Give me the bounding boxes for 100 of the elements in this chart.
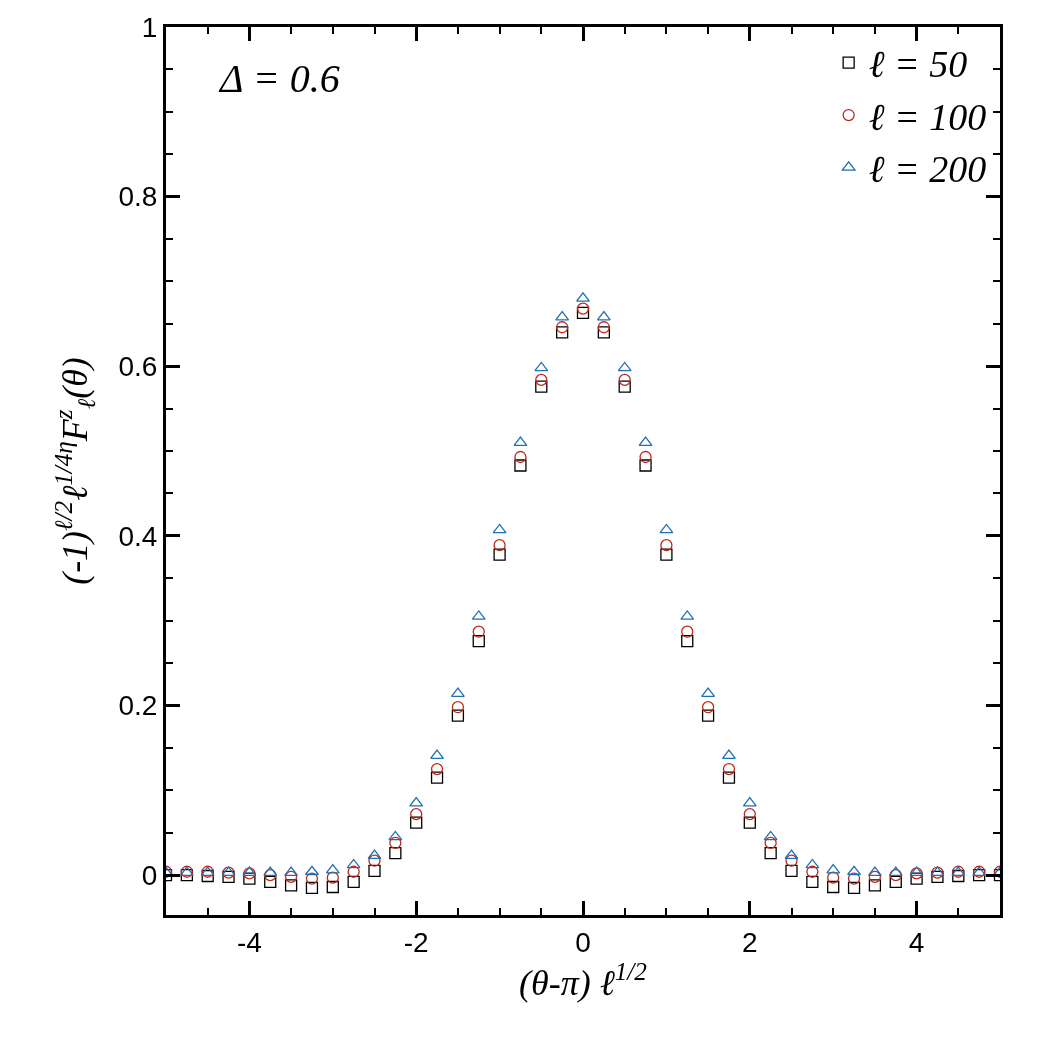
point <box>410 816 423 829</box>
point <box>660 548 673 561</box>
y-tick-label: 0.8 <box>118 181 158 213</box>
y-tick-label: 0.6 <box>118 351 158 383</box>
point <box>346 858 361 869</box>
point <box>764 846 777 860</box>
point <box>367 849 382 860</box>
point <box>639 450 652 464</box>
point <box>264 868 277 882</box>
legend-label: ℓ = 200 <box>868 148 987 191</box>
point <box>180 868 193 882</box>
x-axis-title: (θ-π) ℓ$^{1/2}$ <box>519 957 648 1003</box>
y-tick-label: 0.2 <box>118 690 158 722</box>
point <box>742 796 757 807</box>
point <box>535 380 548 393</box>
point <box>243 872 256 885</box>
point <box>326 871 339 884</box>
y-tick-label: 1 <box>141 11 158 43</box>
point <box>743 816 756 829</box>
legend-label: ℓ = 100 <box>868 95 987 138</box>
point <box>514 450 527 464</box>
point <box>284 879 298 892</box>
point <box>701 687 716 698</box>
point <box>596 310 611 321</box>
point <box>722 771 736 784</box>
point <box>368 864 381 878</box>
point <box>847 865 862 876</box>
point <box>326 880 339 894</box>
point <box>514 459 527 472</box>
point <box>389 846 402 860</box>
point <box>347 865 360 878</box>
point <box>806 865 819 878</box>
x-tick-label: 2 <box>742 926 758 958</box>
point <box>451 709 465 722</box>
point <box>701 701 715 714</box>
point <box>492 523 507 534</box>
point <box>430 762 444 776</box>
point <box>347 875 360 889</box>
x-tick-label: 4 <box>908 926 925 958</box>
point <box>597 321 610 334</box>
x-tick-label: -2 <box>403 926 429 958</box>
point <box>910 867 923 880</box>
y-tick-label: 0 <box>141 859 158 891</box>
point <box>847 881 861 895</box>
point <box>556 321 569 334</box>
point <box>576 292 590 302</box>
x-tick-label: -4 <box>236 926 262 958</box>
point <box>472 625 485 638</box>
point <box>450 687 465 698</box>
point <box>806 875 819 889</box>
point <box>284 870 298 883</box>
point <box>222 870 235 883</box>
point <box>868 879 882 892</box>
point <box>681 625 694 638</box>
point <box>973 868 986 882</box>
point <box>576 306 590 319</box>
point <box>305 872 319 885</box>
point <box>304 865 319 876</box>
point <box>952 869 965 883</box>
point <box>368 854 381 867</box>
point <box>785 864 798 878</box>
point <box>827 871 840 884</box>
x-tick-label: 0 <box>575 926 591 958</box>
point <box>534 361 549 372</box>
point <box>784 849 799 860</box>
point <box>388 830 403 841</box>
point <box>722 762 736 776</box>
point <box>910 872 923 885</box>
point <box>305 881 319 895</box>
point <box>889 868 902 882</box>
point <box>868 870 882 883</box>
point <box>410 807 423 821</box>
point <box>763 830 778 841</box>
point <box>785 854 798 867</box>
legend-label: ℓ = 50 <box>868 43 968 86</box>
point <box>847 872 861 885</box>
point <box>325 863 340 874</box>
point <box>556 326 569 339</box>
point <box>389 836 402 850</box>
point <box>889 875 902 889</box>
point <box>659 523 674 534</box>
point <box>264 875 277 889</box>
point <box>701 709 715 722</box>
point <box>243 867 256 880</box>
point <box>576 302 590 315</box>
point <box>451 701 465 714</box>
point <box>409 796 424 807</box>
point <box>617 361 632 372</box>
point <box>827 880 840 894</box>
point <box>660 539 673 552</box>
point <box>826 863 841 874</box>
point <box>597 326 610 339</box>
point <box>743 807 756 821</box>
point <box>764 836 777 850</box>
point <box>639 459 652 472</box>
point <box>201 869 214 883</box>
point <box>493 548 506 561</box>
point <box>618 380 631 393</box>
point <box>555 310 570 321</box>
point <box>472 634 485 648</box>
